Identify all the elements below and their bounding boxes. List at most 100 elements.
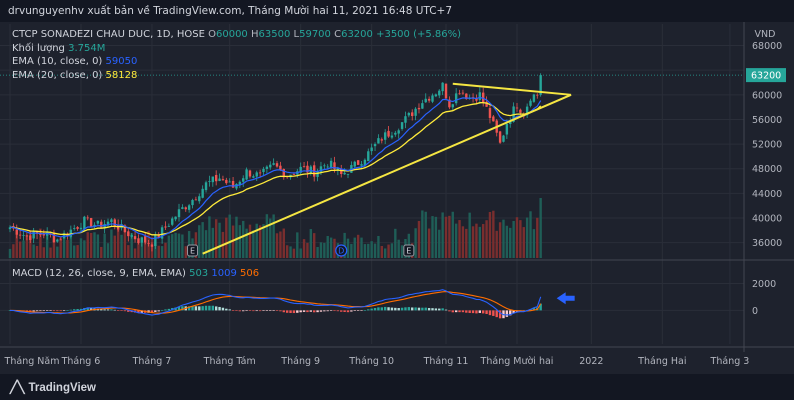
open-label: O (208, 29, 216, 40)
volume-bar (360, 237, 363, 258)
candle-body (150, 244, 154, 247)
candle-body (525, 106, 529, 116)
candle-body (255, 172, 258, 177)
macd-histogram-bar (177, 306, 181, 311)
publish-info-bar: drvunguyenhv xuất bản về TradingView.com… (0, 0, 794, 22)
volume-bar (498, 222, 502, 258)
change-value: +3500 (+5.86%) (376, 29, 462, 40)
price-chart[interactable]: E E D VND 36000 40000 44000 48000 52000 56000 600… (0, 22, 794, 374)
candle-body (360, 164, 363, 166)
volume-bar (465, 228, 468, 258)
volume-bars (8, 198, 542, 258)
macd-histogram-bar (113, 309, 116, 311)
volume-value: 3.754M (68, 42, 106, 54)
macd-histogram-bar (289, 310, 292, 313)
volume-bar (154, 242, 157, 258)
last-price-label: 63200 (751, 71, 781, 82)
candle-body (130, 235, 133, 237)
time-tick-label: Tháng 11 (423, 356, 469, 367)
macd-histogram-bar (106, 309, 110, 311)
candle-body (262, 168, 265, 173)
macd-histogram-bar (360, 310, 363, 311)
macd-histogram-bar (79, 308, 83, 311)
candle-body (485, 101, 488, 107)
macd-histogram-bar (100, 309, 103, 311)
candlesticks (8, 73, 542, 252)
macd-histogram-bar (478, 310, 482, 313)
candle-body (275, 163, 279, 167)
volume-bar (79, 238, 83, 258)
macd-histogram-bar (262, 310, 265, 311)
candle-body (343, 172, 346, 175)
volume-bar (346, 238, 350, 258)
volume-bar (89, 232, 93, 258)
volume-bar (444, 216, 448, 258)
time-tick-label: Tháng 10 (348, 356, 394, 367)
candle-body (86, 217, 89, 219)
macd-histogram-bar (137, 310, 140, 313)
macd-histogram-bar (505, 310, 509, 317)
macd-histogram-bar (52, 310, 56, 312)
macd-histogram-bar (532, 308, 536, 311)
macd-histogram-bar (454, 310, 458, 313)
candle-body (336, 168, 340, 170)
candle-body (174, 216, 177, 220)
tradingview-logo-icon: ╱╲ (10, 380, 25, 394)
ema10-label: EMA (10, close, 0) (12, 56, 103, 67)
macd-histogram-bar (343, 310, 346, 312)
open-value: 60000 (215, 29, 248, 40)
macd-histogram-bar (482, 310, 485, 314)
volume-bar (306, 242, 309, 258)
volume-bar (15, 229, 18, 258)
macd-histogram-bar (471, 310, 475, 314)
volume-bar (29, 230, 32, 258)
candle-body (137, 238, 140, 243)
volume-bar (269, 218, 272, 258)
macd-histogram-bar (218, 306, 221, 311)
time-tick-label: Tháng Tám (203, 356, 256, 367)
candle-body (400, 122, 404, 129)
volume-bar (208, 216, 211, 258)
macd-histogram-bar (245, 310, 248, 311)
volume-bar (302, 239, 306, 258)
macd-histogram-bar (73, 309, 76, 311)
volume-bar (421, 210, 424, 258)
candle-body (89, 218, 93, 227)
macd-histogram-bar (407, 307, 411, 311)
tradingview-logo[interactable]: ╱╲ TradingView (10, 380, 96, 394)
candle-body (475, 98, 478, 101)
volume-bar (123, 229, 127, 258)
macd-histogram-bar (29, 310, 32, 312)
price-tick-label: 56000 (752, 115, 782, 126)
volume-bar (397, 239, 400, 258)
volume-bar (8, 248, 12, 258)
volume-bar (434, 216, 438, 258)
volume-bar (309, 229, 313, 258)
candle-body (231, 180, 235, 188)
candle-body (282, 169, 285, 178)
volume-bar (289, 246, 292, 258)
macd-histogram-bar (32, 310, 35, 312)
macd-histogram-bar (140, 310, 144, 313)
macd-histogram-bar (49, 310, 52, 311)
macd-histogram-bar (475, 310, 478, 314)
time-tick-label: Tháng 7 (132, 356, 172, 367)
time-tick-label: Tháng Năm (4, 356, 60, 367)
candle-body (93, 224, 96, 227)
volume-bar (282, 228, 285, 258)
volume-bar (76, 245, 79, 258)
candle-body (204, 182, 208, 191)
macd-histogram-bar (238, 310, 242, 312)
candle-body (73, 228, 76, 229)
volume-bar (120, 234, 123, 258)
arrow-icon (556, 292, 575, 305)
candle-body (214, 175, 218, 182)
earnings-marker-box (187, 244, 199, 257)
macd-histogram-bar (181, 306, 184, 311)
volume-label: Khối lượng (12, 42, 65, 54)
candle-body (56, 239, 59, 242)
candle-body (96, 220, 100, 224)
macd-histogram-bar (468, 310, 471, 313)
candle-body (340, 168, 343, 175)
volume-bar (509, 227, 512, 258)
